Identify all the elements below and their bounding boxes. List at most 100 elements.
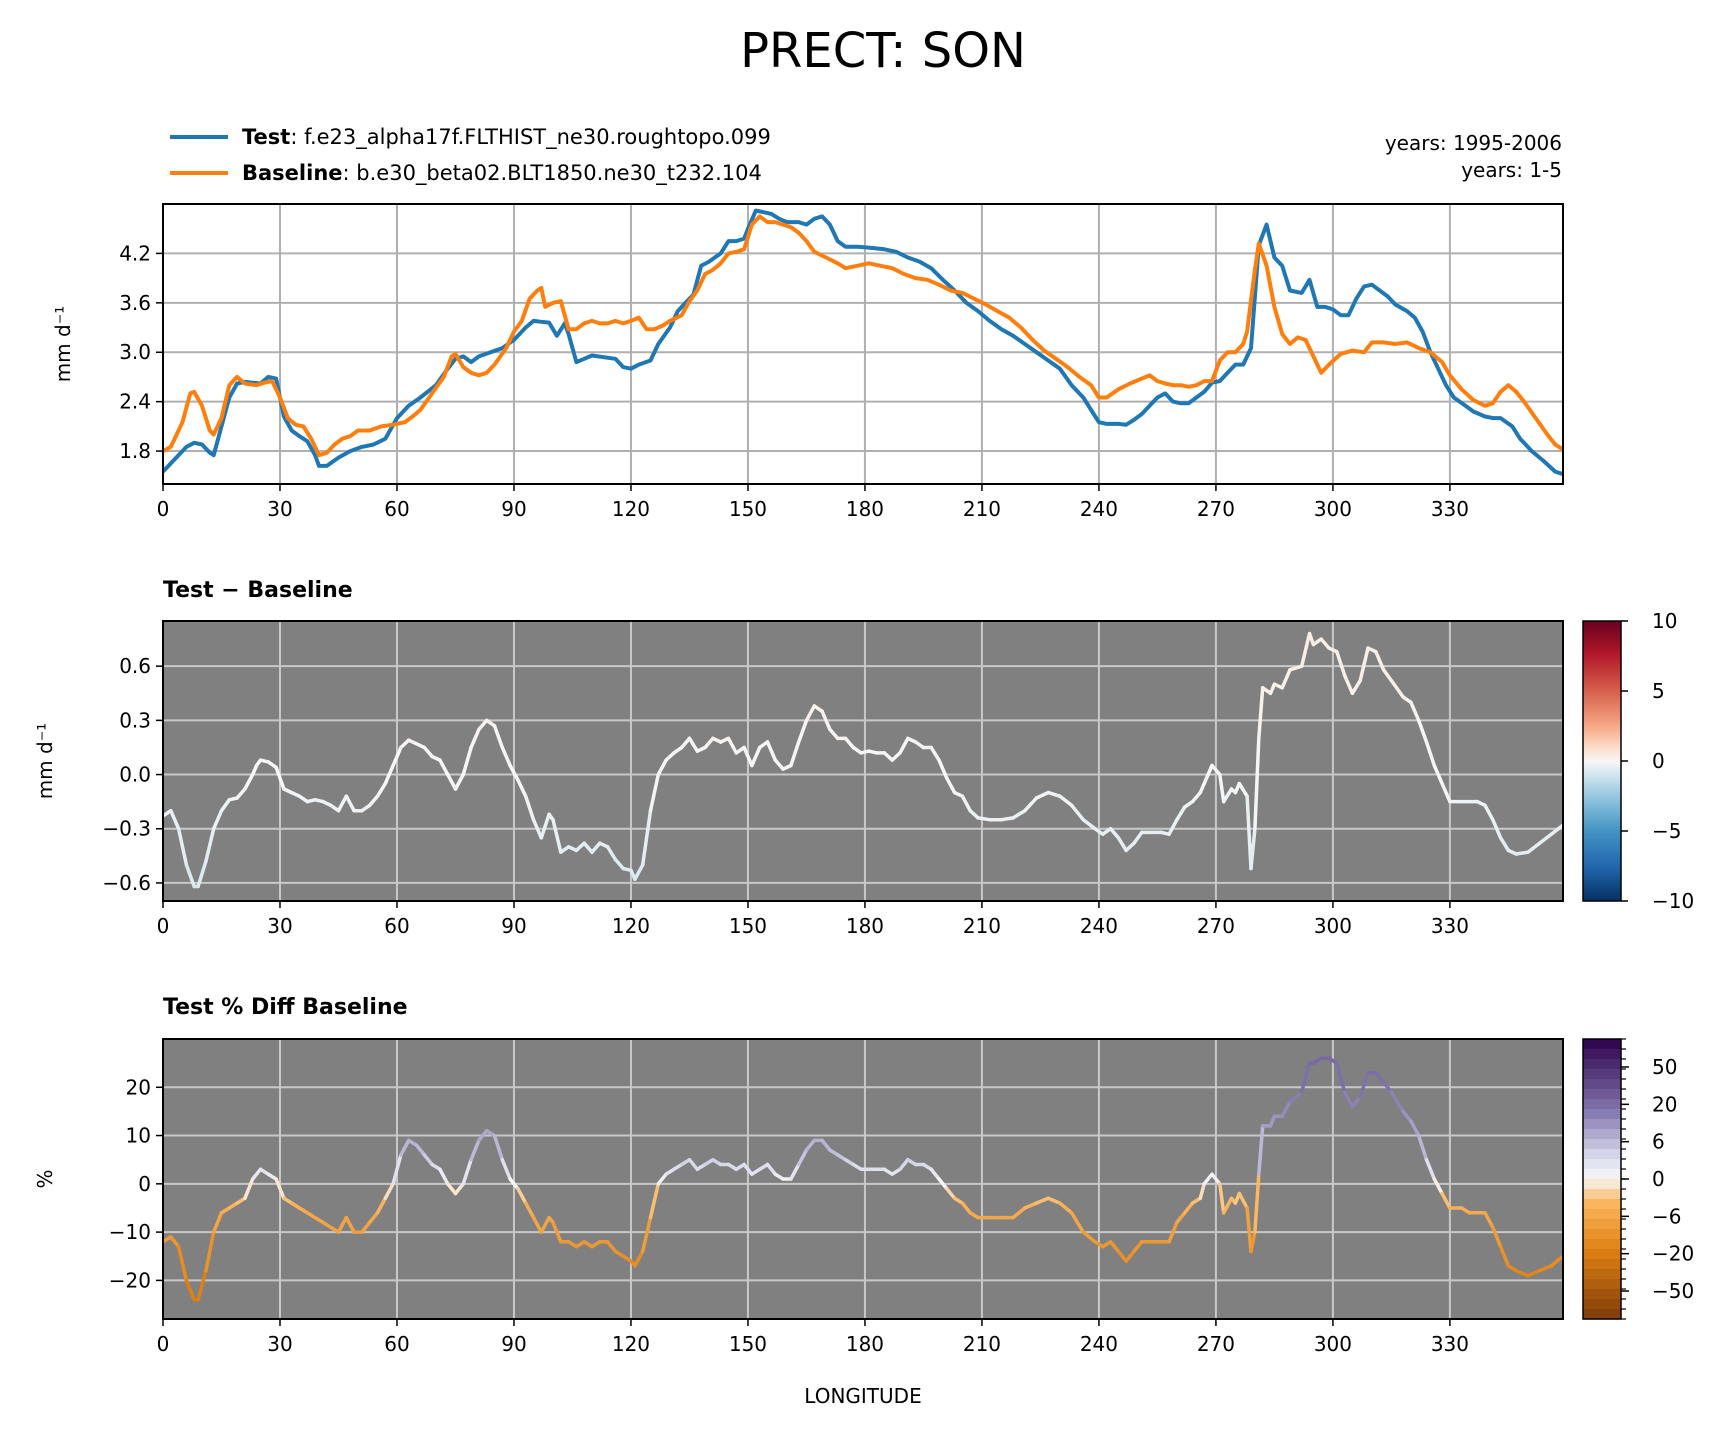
y-tick-label: 3.6 bbox=[119, 291, 151, 315]
colorbar-block bbox=[1583, 1239, 1621, 1250]
series-segment bbox=[1350, 678, 1362, 696]
x-tick-label: 0 bbox=[157, 914, 170, 938]
series-segment bbox=[750, 745, 762, 768]
y-tick-label: 4.2 bbox=[119, 241, 151, 265]
series-segment bbox=[1116, 1249, 1128, 1263]
x-tick-label: 330 bbox=[1431, 1332, 1469, 1356]
series-segment bbox=[1440, 1191, 1452, 1210]
y-axis-label: % bbox=[33, 1169, 57, 1188]
y-tick-label: 20 bbox=[126, 1075, 151, 1099]
panel-difference: 0 30 60 90 120 150 180 210 240 270 300 330 −0.6 −0.3 0… bbox=[33, 620, 1564, 938]
series-segment bbox=[196, 859, 208, 889]
series-segment bbox=[508, 1177, 520, 1191]
colorbar-block bbox=[1583, 1269, 1621, 1280]
series-segment bbox=[1210, 763, 1222, 777]
colorbar-tick-label: 6 bbox=[1652, 1130, 1665, 1154]
series-segment bbox=[1280, 668, 1292, 690]
series-segment bbox=[336, 794, 349, 813]
series-segment bbox=[640, 1215, 653, 1254]
colorbar-tick-label: −50 bbox=[1652, 1279, 1694, 1303]
y-tick-label: 0.3 bbox=[119, 708, 151, 732]
y-tick-label: −10 bbox=[109, 1220, 151, 1244]
colorbar-tick-label: −20 bbox=[1652, 1242, 1694, 1266]
series-segment bbox=[477, 1128, 489, 1143]
series-segment bbox=[344, 1215, 356, 1234]
x-tick-label: 330 bbox=[1431, 497, 1469, 521]
colorbar-block bbox=[1583, 1069, 1621, 1080]
series-segment bbox=[703, 736, 715, 750]
series-segment bbox=[1537, 832, 1554, 845]
series-segment bbox=[477, 718, 489, 732]
series-segment bbox=[508, 763, 520, 782]
series-segment bbox=[274, 1177, 286, 1201]
series-segment bbox=[687, 1157, 700, 1172]
series-segment bbox=[1374, 649, 1386, 672]
series-segment bbox=[1381, 668, 1394, 683]
x-tick-label: 180 bbox=[846, 1332, 884, 1356]
series-segment bbox=[1424, 1157, 1437, 1181]
x-tick-label: 120 bbox=[612, 914, 650, 938]
colorbar-block bbox=[1583, 1279, 1621, 1290]
x-tick-label: 30 bbox=[267, 914, 292, 938]
x-tick-label: 150 bbox=[729, 914, 767, 938]
series-segment bbox=[1167, 817, 1179, 836]
x-tick-label: 240 bbox=[1080, 914, 1118, 938]
colorbar-block bbox=[1583, 1249, 1621, 1260]
series-segment bbox=[399, 1138, 411, 1157]
series-segment bbox=[1358, 646, 1370, 683]
series-segment bbox=[1319, 637, 1331, 650]
gridlines bbox=[162, 621, 1563, 901]
series-segment bbox=[1432, 763, 1444, 786]
series-segment bbox=[890, 751, 902, 762]
x-tick-label: 210 bbox=[963, 1332, 1001, 1356]
series-segment bbox=[1409, 700, 1421, 723]
series-segment bbox=[243, 772, 255, 791]
series-segment bbox=[176, 826, 189, 867]
colorbar-block bbox=[1583, 1219, 1621, 1230]
series-segment bbox=[469, 727, 481, 750]
series-segment bbox=[453, 772, 466, 791]
series-segment bbox=[1023, 796, 1039, 813]
colorbar-tick-label: 0 bbox=[1652, 749, 1665, 773]
series-segment bbox=[516, 778, 528, 798]
series-segment bbox=[1424, 740, 1437, 768]
colorbar-percent: 50 20 6 0 −6 −20 −50 bbox=[1582, 1038, 1694, 1320]
series-segment bbox=[1374, 1071, 1386, 1085]
legend: Test: f.e23_alpha17f.FLTHIST_ne30.rought… bbox=[170, 125, 1562, 186]
x-tick-label: 300 bbox=[1314, 914, 1352, 938]
series-segment bbox=[1034, 790, 1050, 800]
x-tick-label: 210 bbox=[963, 914, 1001, 938]
series-segment bbox=[422, 1153, 434, 1167]
y-tick-label: 0.0 bbox=[119, 763, 151, 787]
series-segment bbox=[1498, 1244, 1511, 1268]
colorbar-block bbox=[1583, 1079, 1621, 1090]
series-segment bbox=[492, 1133, 505, 1162]
series-segment bbox=[1058, 1201, 1074, 1215]
colorbar-block bbox=[1583, 1309, 1621, 1320]
series-segment bbox=[1389, 678, 1405, 699]
series-segment bbox=[383, 1182, 395, 1201]
y-axis-label: mm d⁻¹ bbox=[33, 723, 57, 800]
panel-difference-title: Test − Baseline bbox=[163, 578, 353, 603]
colorbar-block bbox=[1583, 1229, 1621, 1240]
y-tick-label: −20 bbox=[109, 1268, 151, 1292]
series-segment bbox=[945, 776, 957, 795]
series-segment bbox=[184, 1278, 196, 1302]
series-segment bbox=[976, 816, 992, 822]
series-segment bbox=[414, 1143, 427, 1157]
colorbar-block bbox=[1583, 1109, 1621, 1120]
series-segment bbox=[898, 1157, 910, 1172]
x-tick-label: 330 bbox=[1431, 914, 1469, 938]
series-segment bbox=[613, 857, 625, 871]
colorbar-difference: 10 5 0 −5 −10 bbox=[1582, 609, 1694, 913]
series-segment bbox=[196, 1268, 208, 1302]
series-segment bbox=[1249, 1230, 1257, 1254]
series-segment bbox=[219, 798, 232, 813]
series-segment bbox=[773, 758, 785, 771]
figure-title: PRECT: SON bbox=[740, 23, 1026, 79]
series-segment bbox=[1342, 673, 1355, 696]
panel-climatology: 0 30 60 90 120 150 180 210 240 270 300 330 1.8 2.4 3.0… bbox=[51, 203, 1564, 521]
series-segment bbox=[648, 772, 661, 813]
series-segment bbox=[1257, 1124, 1265, 1176]
series-segment bbox=[469, 1138, 481, 1162]
